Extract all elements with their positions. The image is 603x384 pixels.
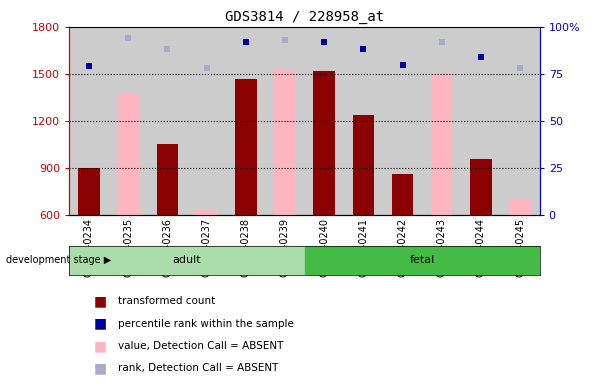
Bar xyxy=(305,246,540,275)
Bar xyxy=(235,79,256,215)
Bar xyxy=(510,199,531,215)
Text: transformed count: transformed count xyxy=(118,296,215,306)
Bar xyxy=(157,144,178,215)
Text: fetal: fetal xyxy=(409,255,435,265)
Text: development stage ▶: development stage ▶ xyxy=(6,255,112,265)
Bar xyxy=(274,69,295,215)
Text: rank, Detection Call = ABSENT: rank, Detection Call = ABSENT xyxy=(118,363,278,373)
Text: adult: adult xyxy=(172,255,201,265)
Bar xyxy=(109,27,148,215)
Text: ■: ■ xyxy=(93,317,107,331)
Bar xyxy=(69,246,305,275)
Text: ■: ■ xyxy=(93,295,107,308)
Bar xyxy=(187,27,226,215)
Text: ■: ■ xyxy=(93,339,107,353)
Bar xyxy=(78,167,99,215)
Bar xyxy=(196,209,217,215)
Bar xyxy=(470,159,491,215)
Bar xyxy=(431,74,452,215)
Text: ■: ■ xyxy=(93,361,107,375)
Bar xyxy=(305,27,344,215)
Bar xyxy=(157,144,178,215)
Bar xyxy=(461,27,500,215)
Bar xyxy=(148,27,187,215)
Bar xyxy=(265,27,305,215)
Bar xyxy=(344,27,383,215)
Bar xyxy=(353,115,374,215)
Bar xyxy=(118,93,139,215)
Bar xyxy=(500,27,540,215)
Bar xyxy=(69,27,109,215)
Bar xyxy=(226,27,265,215)
Bar xyxy=(422,27,461,215)
Text: value, Detection Call = ABSENT: value, Detection Call = ABSENT xyxy=(118,341,283,351)
Bar xyxy=(314,71,335,215)
Text: percentile rank within the sample: percentile rank within the sample xyxy=(118,319,294,329)
Title: GDS3814 / 228958_at: GDS3814 / 228958_at xyxy=(225,10,384,25)
Bar xyxy=(383,27,422,215)
Bar xyxy=(392,174,413,215)
